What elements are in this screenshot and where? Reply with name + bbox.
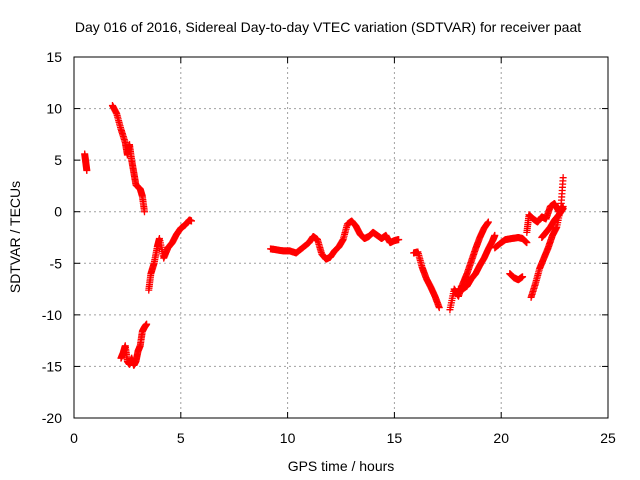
data-point bbox=[395, 236, 403, 244]
plot-frame bbox=[73, 56, 609, 419]
y-axis-label: SDTVAR / TECUs bbox=[7, 181, 23, 293]
x-tick-label: 5 bbox=[177, 430, 185, 446]
x-axis-label: GPS time / hours bbox=[288, 458, 395, 474]
y-tick-label: 10 bbox=[46, 101, 62, 117]
chart-title: Day 016 of 2016, Sidereal Day-to-day VTE… bbox=[75, 19, 581, 35]
y-tick-label: 0 bbox=[54, 204, 62, 220]
data-point bbox=[435, 304, 443, 312]
y-tick-label: 15 bbox=[46, 49, 62, 65]
x-tick-label: 25 bbox=[600, 430, 616, 446]
y-tick-label: -5 bbox=[50, 255, 63, 271]
x-tick-label: 15 bbox=[387, 430, 403, 446]
y-tick-label: 5 bbox=[54, 152, 62, 168]
data-point bbox=[140, 208, 148, 216]
data-point bbox=[559, 205, 567, 213]
y-tick-label: -20 bbox=[42, 410, 62, 426]
y-tick-label: -10 bbox=[42, 307, 62, 323]
data-point bbox=[143, 320, 151, 328]
data-point bbox=[559, 174, 567, 182]
grid-lines bbox=[74, 57, 608, 418]
data-point bbox=[519, 273, 527, 281]
data-point bbox=[83, 166, 91, 174]
data-point bbox=[484, 218, 492, 226]
x-tick-label: 10 bbox=[280, 430, 296, 446]
axis-ticks: 0 5 10 15 20 25 -20 -15 -10 -5 0 5 10 15 bbox=[42, 49, 616, 446]
x-tick-label: 0 bbox=[70, 430, 78, 446]
data-point bbox=[187, 217, 195, 225]
data-point bbox=[491, 231, 499, 239]
data-points bbox=[81, 101, 567, 369]
x-tick-label: 20 bbox=[493, 430, 509, 446]
y-tick-label: -15 bbox=[42, 358, 62, 374]
data-point bbox=[523, 239, 531, 247]
